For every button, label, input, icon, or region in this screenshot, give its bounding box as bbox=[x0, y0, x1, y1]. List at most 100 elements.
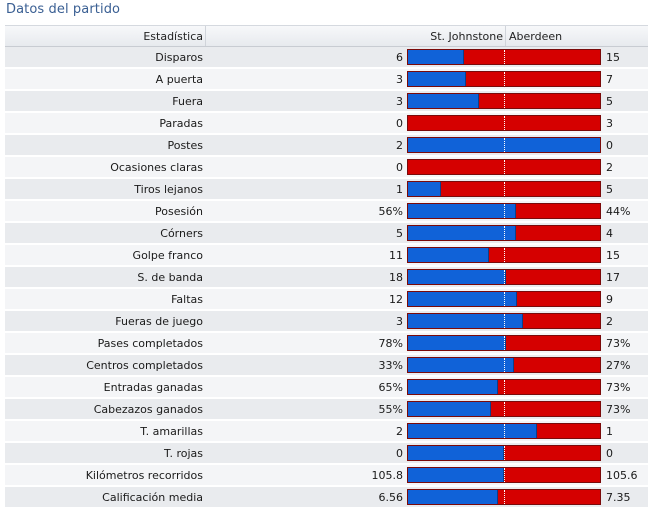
comparison-bar-home-fill bbox=[408, 248, 489, 262]
away-value: 3 bbox=[606, 117, 613, 130]
comparison-bar bbox=[407, 225, 601, 241]
stat-label: S. de banda bbox=[137, 271, 203, 284]
away-value: 105.6 bbox=[606, 469, 638, 482]
comparison-bar-home-fill bbox=[408, 424, 537, 438]
stat-label: Fuera bbox=[172, 95, 203, 108]
stat-row: Paradas 0 3 bbox=[5, 113, 648, 134]
away-value: 7.35 bbox=[606, 491, 631, 504]
home-value: 0 bbox=[396, 117, 403, 130]
home-value: 6 bbox=[396, 51, 403, 64]
comparison-bar-home-fill bbox=[408, 50, 464, 64]
comparison-bar bbox=[407, 379, 601, 395]
comparison-bar bbox=[407, 335, 601, 351]
stat-row: Ocasiones claras 0 2 bbox=[5, 157, 648, 178]
comparison-bar-midline bbox=[504, 182, 505, 196]
stat-label: Golpe franco bbox=[132, 249, 203, 262]
comparison-bar-midline bbox=[504, 226, 505, 240]
stat-label: Paradas bbox=[159, 117, 203, 130]
stat-label: T. rojas bbox=[164, 447, 203, 460]
comparison-bar bbox=[407, 357, 601, 373]
home-value: 6.56 bbox=[378, 491, 404, 504]
comparison-bar bbox=[407, 291, 601, 307]
comparison-bar-midline bbox=[504, 248, 505, 262]
home-value: 3 bbox=[396, 315, 403, 328]
stat-label: Kilómetros recorridos bbox=[85, 469, 203, 482]
away-value: 73% bbox=[606, 337, 631, 350]
away-value: 0 bbox=[606, 139, 613, 152]
stat-row: T. rojas 0 0 bbox=[5, 443, 648, 464]
comparison-bar-home-fill bbox=[408, 336, 506, 350]
comparison-bar bbox=[407, 137, 601, 153]
away-value: 5 bbox=[606, 95, 613, 108]
stat-row: A puerta 3 7 bbox=[5, 69, 648, 90]
stat-label: Faltas bbox=[171, 293, 203, 306]
column-header-away-team[interactable]: Aberdeen bbox=[509, 30, 563, 43]
stat-label: Cabezazos ganados bbox=[93, 403, 203, 416]
home-value: 2 bbox=[396, 425, 403, 438]
stat-row: S. de banda 18 17 bbox=[5, 267, 648, 288]
comparison-bar-midline bbox=[504, 490, 505, 504]
home-value: 3 bbox=[396, 73, 403, 86]
away-value: 73% bbox=[606, 381, 631, 394]
stat-row: Córners 5 4 bbox=[5, 223, 648, 244]
comparison-bar-midline bbox=[504, 292, 505, 306]
stat-label: Pases completados bbox=[97, 337, 203, 350]
panel-title: Datos del partido bbox=[6, 2, 121, 17]
stat-label: Córners bbox=[160, 227, 203, 240]
stat-label: Postes bbox=[167, 139, 203, 152]
away-value: 15 bbox=[606, 249, 620, 262]
away-value: 17 bbox=[606, 271, 620, 284]
stat-label: Calificación media bbox=[102, 491, 203, 504]
comparison-bar-midline bbox=[504, 380, 505, 394]
comparison-bar-home-fill bbox=[408, 358, 514, 372]
away-value: 1 bbox=[606, 425, 613, 438]
away-value: 44% bbox=[606, 205, 631, 218]
column-header-home-team[interactable]: St. Johnstone bbox=[430, 30, 503, 43]
comparison-bar-midline bbox=[504, 72, 505, 86]
comparison-bar-home-fill bbox=[408, 468, 504, 482]
comparison-bar-midline bbox=[504, 50, 505, 64]
stat-row: Cabezazos ganados 55% 73% bbox=[5, 399, 648, 420]
comparison-bar bbox=[407, 247, 601, 263]
home-value: 33% bbox=[378, 359, 403, 372]
away-value: 4 bbox=[606, 227, 613, 240]
comparison-bar bbox=[407, 401, 601, 417]
away-value: 7 bbox=[606, 73, 613, 86]
comparison-bar-home-fill bbox=[408, 314, 523, 328]
stat-row: Fuera 3 5 bbox=[5, 91, 648, 112]
comparison-bar bbox=[407, 71, 601, 87]
comparison-bar-home-fill bbox=[408, 226, 516, 240]
away-value: 0 bbox=[606, 447, 613, 460]
stat-label: Ocasiones claras bbox=[110, 161, 203, 174]
home-value: 18 bbox=[389, 271, 403, 284]
comparison-bar-midline bbox=[504, 138, 505, 152]
comparison-bar-midline bbox=[504, 446, 505, 460]
comparison-bar bbox=[407, 49, 601, 65]
comparison-bar bbox=[407, 203, 601, 219]
comparison-bar bbox=[407, 159, 601, 175]
column-header-stat[interactable]: Estadística bbox=[143, 30, 203, 43]
away-value: 9 bbox=[606, 293, 613, 306]
home-value: 5 bbox=[396, 227, 403, 240]
comparison-bar-midline bbox=[504, 270, 505, 284]
home-value: 0 bbox=[396, 161, 403, 174]
comparison-bar-home-fill bbox=[408, 204, 516, 218]
home-value: 11 bbox=[389, 249, 403, 262]
comparison-bar-home-fill bbox=[408, 402, 491, 416]
table-header: Estadística St. Johnstone Aberdeen bbox=[5, 25, 648, 47]
home-value: 65% bbox=[378, 381, 403, 394]
stat-label: Tiros lejanos bbox=[134, 183, 203, 196]
stat-label: Centros completados bbox=[86, 359, 203, 372]
stat-row: Entradas ganadas 65% 73% bbox=[5, 377, 648, 398]
stat-row: Centros completados 33% 27% bbox=[5, 355, 648, 376]
stat-row: Tiros lejanos 1 5 bbox=[5, 179, 648, 200]
comparison-bar bbox=[407, 115, 601, 131]
stat-row: T. amarillas 2 1 bbox=[5, 421, 648, 442]
comparison-bar bbox=[407, 269, 601, 285]
comparison-bar-home-fill bbox=[408, 270, 506, 284]
comparison-bar bbox=[407, 313, 601, 329]
away-value: 2 bbox=[606, 161, 613, 174]
home-value: 0 bbox=[396, 447, 403, 460]
stat-row: Calificación media 6.56 7.35 bbox=[5, 487, 648, 508]
